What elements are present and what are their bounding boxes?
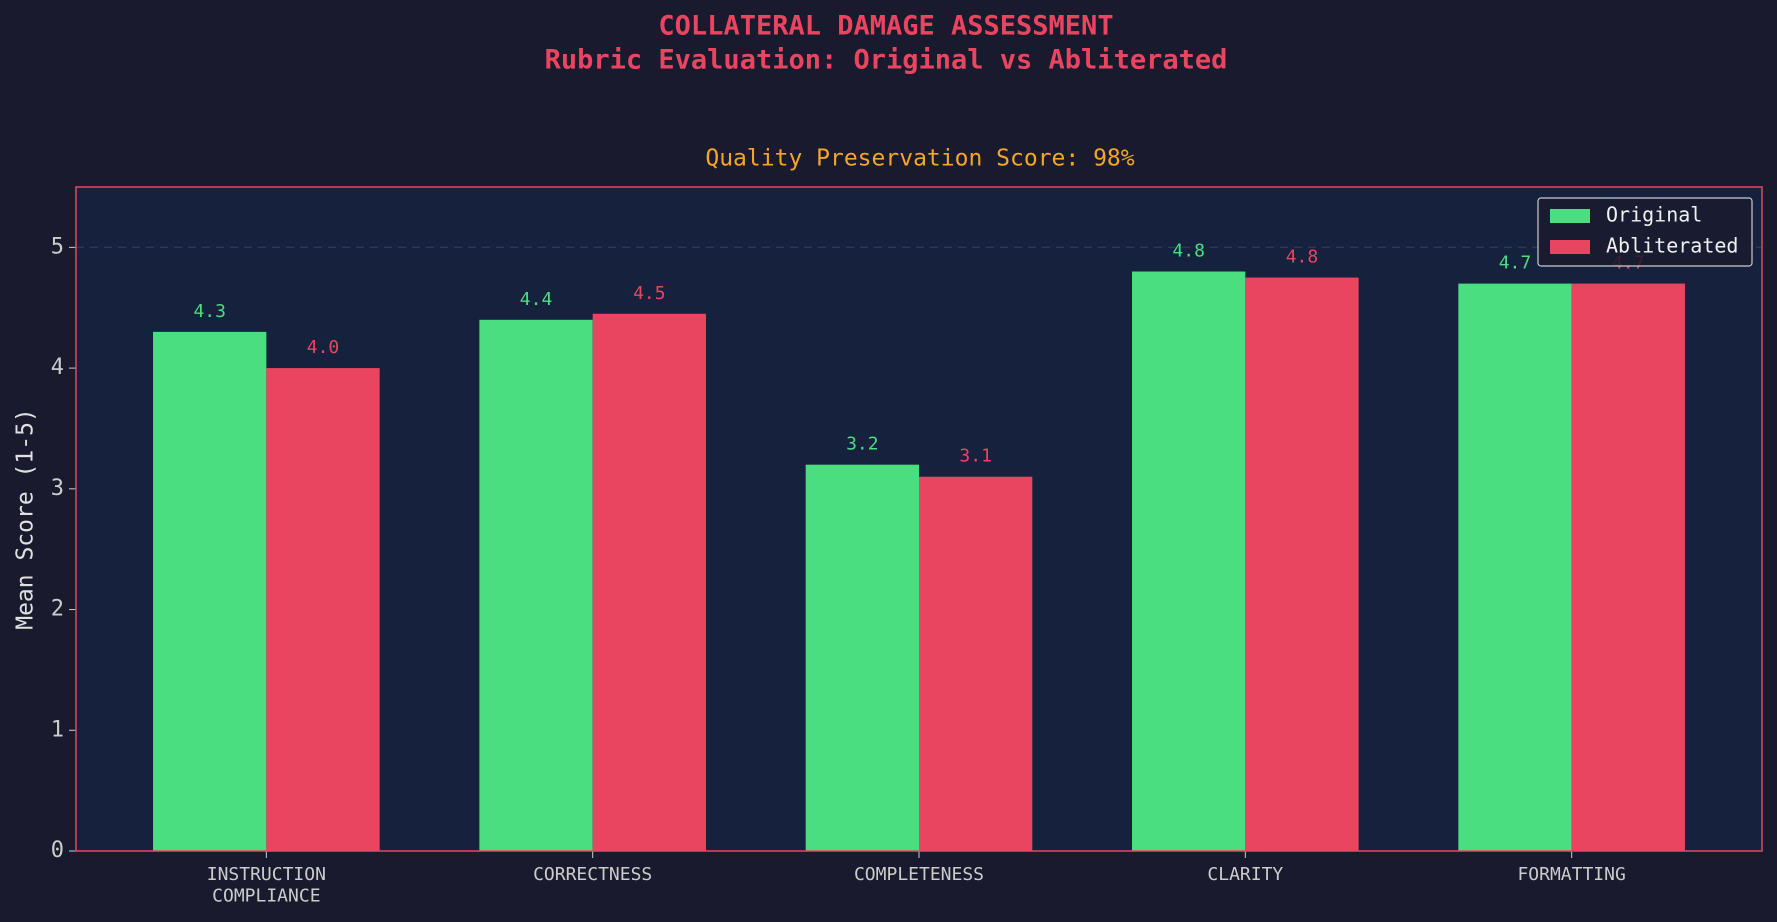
legend-swatch [1550, 209, 1590, 223]
value-label: 3.1 [959, 446, 992, 467]
y-axis-label: Mean Score (1-5) [13, 408, 39, 630]
bar [592, 313, 706, 851]
legend-label: Abliterated [1606, 234, 1738, 258]
y-tick-label: 2 [51, 597, 64, 622]
x-tick-label: CLARITY [1207, 864, 1283, 885]
x-tick-label: CORRECTNESS [533, 864, 652, 885]
value-label: 4.4 [520, 289, 553, 310]
legend-label: Original [1606, 203, 1702, 227]
value-label: 4.0 [307, 337, 340, 358]
chart-subtitle: Rubric Evaluation: Original vs Abliterat… [545, 45, 1228, 76]
x-tick-label: INSTRUCTION COMPLIANCE [207, 864, 326, 907]
y-tick-label: 3 [51, 476, 64, 501]
legend-swatch [1550, 240, 1590, 254]
bar [919, 476, 1033, 851]
x-tick-label: COMPLETENESS [854, 864, 984, 885]
bar [479, 319, 593, 851]
plot-border [75, 186, 1763, 852]
y-tick-label: 1 [51, 717, 64, 742]
bar [1132, 271, 1246, 851]
bar [266, 368, 380, 851]
annotation: Quality Preservation Score: 98% [705, 146, 1134, 172]
bar [805, 464, 919, 851]
y-tick-label: 5 [51, 234, 64, 259]
value-label: 4.5 [633, 283, 666, 304]
value-label: 4.8 [1286, 247, 1319, 268]
value-label: 3.2 [846, 434, 879, 455]
bar [1571, 283, 1685, 852]
value-label: 4.7 [1499, 253, 1532, 274]
bar [1245, 277, 1359, 852]
bar [153, 331, 267, 851]
y-tick-label: 4 [51, 355, 64, 380]
y-tick-label: 0 [51, 838, 64, 863]
value-label: 4.3 [193, 301, 226, 322]
bar [1458, 283, 1572, 852]
legend-box [1537, 197, 1753, 267]
x-tick-label: FORMATTING [1517, 864, 1625, 885]
value-label: 4.8 [1172, 241, 1205, 262]
chart-title: COLLATERAL DAMAGE ASSESSMENT [658, 11, 1113, 42]
